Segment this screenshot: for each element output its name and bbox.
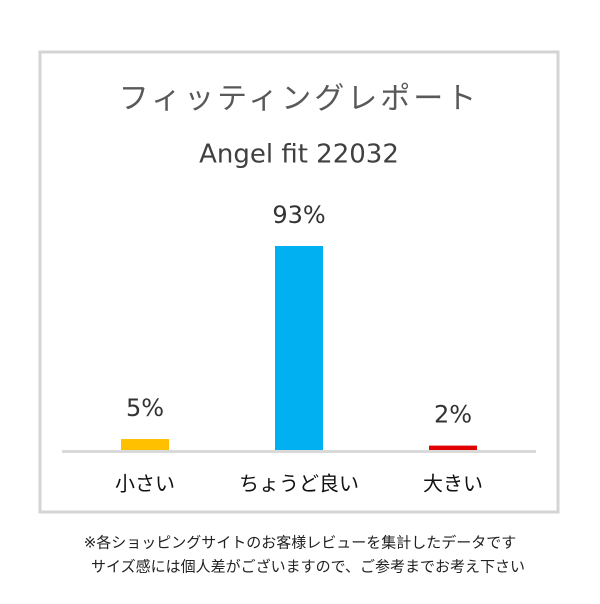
value-label: 93% <box>272 201 325 229</box>
chart-title: フィッティングレポート <box>119 82 480 117</box>
bar <box>429 445 477 450</box>
bar <box>121 439 169 450</box>
x-tick-label: ちょうど良い <box>239 472 359 496</box>
x-tick-label: 大きい <box>423 472 483 496</box>
x-tick-label: 小さい <box>115 472 175 496</box>
value-label: 2% <box>434 401 472 429</box>
footnote: ※各ショッピングサイトのお客様レビューを集計したデータです <box>84 534 517 552</box>
bar <box>275 246 323 450</box>
footnote: サイズ感には個人差がございますので、ご参考までお考え下さい <box>91 558 525 576</box>
chart-subtitle: Angel fit 22032 <box>199 140 399 170</box>
value-label: 5% <box>126 394 164 422</box>
